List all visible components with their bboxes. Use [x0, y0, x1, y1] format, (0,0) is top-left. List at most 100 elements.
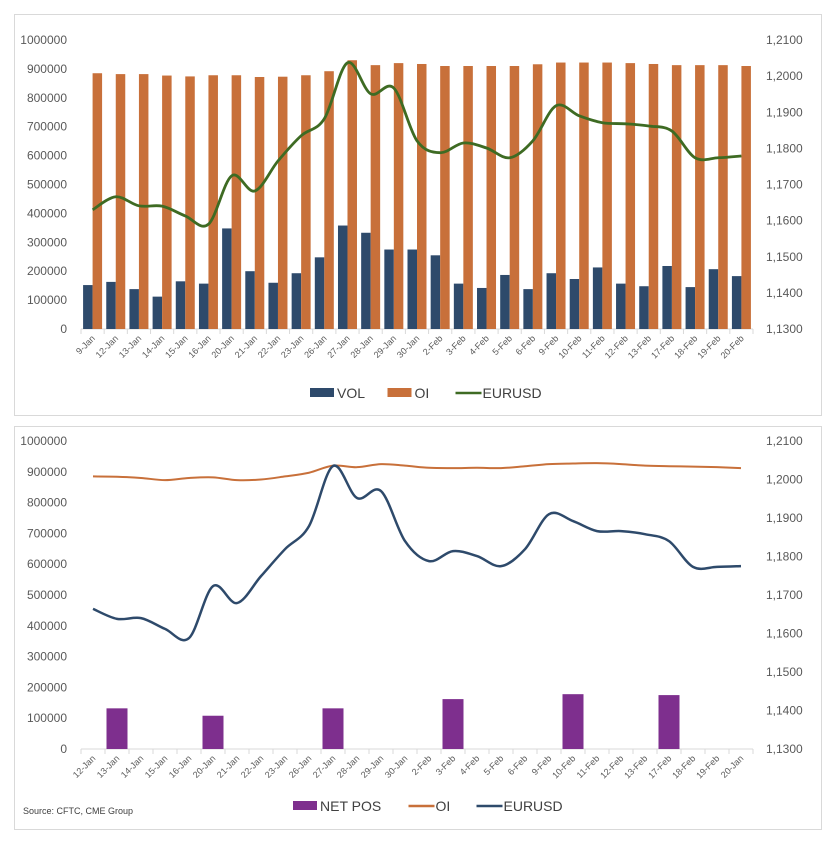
bar-oi — [671, 65, 682, 329]
right-axis-tick-label: 1,1600 — [766, 627, 803, 641]
bar-vol — [361, 232, 371, 329]
bar-vol — [477, 287, 487, 329]
left-axis-tick-label: 700000 — [27, 526, 67, 540]
bar-vol — [291, 273, 302, 329]
x-axis-category-label: 16-Jan — [186, 333, 213, 360]
x-axis-category-label: 17-Feb — [649, 333, 676, 360]
right-axis-tick-label: 1,1700 — [766, 178, 803, 192]
x-axis-category-label: 22-Jan — [256, 333, 283, 360]
bar-oi — [301, 75, 311, 329]
left-axis-tick-label: 0 — [60, 742, 67, 756]
bar-oi — [556, 62, 566, 330]
bar-vol — [129, 289, 139, 329]
left-axis-tick-label: 1000000 — [20, 33, 67, 47]
x-axis-category-label: 21-Jan — [233, 333, 260, 360]
x-axis-category-label: 12-Jan — [71, 753, 98, 780]
x-axis-category-label: 26-Jan — [302, 333, 329, 360]
bar-vol — [569, 279, 580, 329]
x-axis-category-label: 2-Feb — [410, 753, 434, 777]
bar-vol — [708, 269, 719, 329]
bar-oi — [370, 65, 381, 329]
bar-vol — [222, 228, 232, 329]
right-axis-tick-label: 1,1400 — [766, 286, 803, 300]
x-axis-category-label: 12-Feb — [598, 753, 625, 780]
x-axis-category-label: 13-Jan — [95, 753, 122, 780]
bar-oi — [509, 66, 520, 329]
bar-vol — [685, 287, 696, 329]
x-axis-category-label: 29-Jan — [372, 333, 399, 360]
x-axis-category-label: 23-Jan — [279, 333, 306, 360]
line-eurusd — [92, 464, 742, 642]
bar-net-pos — [202, 715, 224, 749]
legend-label-eurusd: EURUSD — [504, 798, 563, 814]
left-axis-tick-label: 1000000 — [20, 434, 67, 448]
x-axis-category-label: 5-Feb — [482, 753, 506, 777]
x-axis-category-label: 18-Feb — [672, 333, 699, 360]
x-axis-category-label: 27-Jan — [325, 333, 352, 360]
bar-oi — [440, 66, 450, 329]
legend-label-net-pos: NET POS — [320, 798, 381, 814]
x-axis-category-label: 4-Feb — [458, 753, 482, 777]
chart-svg: 0 100000 200000 300000 400000 500000 600000 700… — [20, 434, 803, 816]
bar-vol — [198, 283, 209, 329]
bar-oi — [486, 66, 497, 329]
left-axis-tick-label: 500000 — [27, 588, 67, 602]
x-axis-category-label: 13-Feb — [626, 333, 653, 360]
bar-vol — [731, 276, 742, 329]
x-axis-category-label: 5-Feb — [490, 333, 514, 357]
x-axis-category-label: 23-Jan — [263, 753, 290, 780]
right-axis-tick-label: 1,1300 — [766, 742, 803, 756]
right-axis-tick-label: 1,1800 — [766, 141, 803, 155]
bar-vol — [407, 249, 417, 329]
bar-vol — [616, 283, 626, 329]
x-axis-category-label: 16-Jan — [167, 753, 194, 780]
x-axis-category-label: 19-Feb — [695, 333, 722, 360]
legend-label-vol: VOL — [337, 385, 365, 401]
bar-vol — [245, 271, 255, 329]
left-axis-tick-label: 200000 — [27, 264, 67, 278]
bar-oi — [718, 65, 728, 329]
x-axis-category-label: 12-Feb — [603, 333, 630, 360]
left-axis-tick-label: 100000 — [27, 711, 67, 725]
x-axis-category-label: 22-Jan — [239, 753, 266, 780]
left-axis-tick-label: 900000 — [27, 465, 67, 479]
bar-oi — [625, 63, 636, 330]
x-axis-category-label: 11-Feb — [575, 753, 602, 780]
x-axis-category-label: 26-Jan — [287, 753, 314, 780]
bar-vol — [268, 282, 278, 329]
x-axis-category-label: 21-Jan — [215, 753, 242, 780]
left-axis-tick-label: 100000 — [27, 293, 67, 307]
bar-oi — [254, 76, 265, 329]
bar-oi — [208, 75, 218, 329]
x-axis-category-label: 14-Jan — [140, 333, 167, 360]
source-note: Source: CFTC, CME Group — [23, 806, 133, 816]
bar-vol — [314, 257, 325, 329]
x-axis-category-label: 13-Jan — [117, 333, 144, 360]
bar-net-pos — [106, 708, 128, 749]
x-axis-category-label: 6-Feb — [506, 753, 530, 777]
x-axis-category-label: 4-Feb — [467, 333, 491, 357]
bar-net-pos — [562, 694, 584, 749]
bar-oi — [463, 66, 473, 329]
x-axis-category-label: 3-Feb — [434, 753, 458, 777]
right-axis-tick-label: 1,1900 — [766, 511, 803, 525]
bar-oi — [532, 64, 543, 329]
bar-oi — [115, 74, 126, 329]
x-axis-category-label: 30-Jan — [395, 333, 422, 360]
bar-vol — [662, 265, 672, 329]
x-axis-category-label: 19-Feb — [694, 753, 721, 780]
right-axis-tick-label: 1,1300 — [766, 322, 803, 336]
x-axis-category-label: 30-Jan — [383, 753, 410, 780]
left-axis-tick-label: 500000 — [27, 178, 67, 192]
bar-vol — [639, 286, 649, 329]
bar-net-pos — [658, 695, 680, 749]
right-axis-tick-label: 1,2100 — [766, 33, 803, 47]
x-axis-category-label: 15-Jan — [143, 753, 170, 780]
x-axis-category-label: 20-Jan — [719, 753, 746, 780]
left-axis-tick-label: 400000 — [27, 619, 67, 633]
legend-label-eurusd: EURUSD — [483, 385, 542, 401]
right-axis-tick-label: 1,2000 — [766, 473, 803, 487]
bar-vol — [430, 255, 441, 329]
left-axis-tick-label: 800000 — [27, 496, 67, 510]
bar-oi — [231, 75, 242, 329]
